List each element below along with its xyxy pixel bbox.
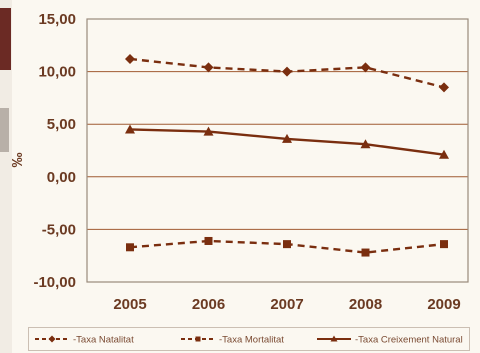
y-tick-label: -5,00	[42, 221, 76, 238]
y-tick-label: -10,00	[33, 274, 76, 291]
marker-diamond	[282, 66, 292, 77]
y-axis-label: ‰	[9, 153, 26, 168]
left-edge-tab	[0, 108, 9, 152]
marker-triangle	[282, 133, 292, 143]
y-tick-label: 10,00	[38, 64, 76, 81]
grid-lines	[87, 71, 468, 230]
series-group	[125, 53, 449, 257]
left-edge-strip	[0, 0, 12, 353]
legend-label: -Taxa Creixement Natural	[355, 335, 463, 346]
marker-triangle	[439, 149, 449, 159]
marker-triangle	[330, 335, 338, 342]
plot-frame	[86, 18, 469, 283]
marker-diamond	[125, 53, 135, 64]
y-tick-label: 5,00	[47, 116, 76, 133]
marker-square	[195, 336, 201, 342]
marker-square	[126, 243, 134, 252]
marker-diamond	[439, 82, 449, 93]
marker-diamond	[203, 62, 214, 73]
marker-diamond	[48, 335, 56, 343]
legend-label: -Taxa Mortalitat	[219, 335, 284, 346]
y-axis-ticks: 15,00 10,00 5,00 0,00 -5,00 -10,00	[33, 11, 76, 291]
series-triangle	[125, 124, 449, 159]
series-square	[126, 236, 448, 257]
y-tick-label: 15,00	[38, 11, 76, 28]
x-tick-label: 2006	[192, 296, 225, 313]
marker-square	[204, 236, 213, 245]
x-tick-label: 2009	[427, 296, 460, 313]
marker-square	[283, 240, 291, 249]
marker-diamond	[360, 62, 371, 73]
marker-triangle	[203, 126, 214, 136]
legend-item: -Taxa Creixement Natural	[317, 335, 463, 346]
legend-item: -Taxa Mortalitat	[181, 335, 284, 346]
legend: -Taxa Natalitat -Taxa Mortalitat -Taxa Cre…	[28, 327, 470, 351]
legend-item: -Taxa Natalitat	[35, 335, 134, 346]
x-tick-label: 2005	[113, 296, 146, 313]
series-diamond	[125, 53, 449, 93]
left-edge-accent	[0, 8, 11, 70]
marker-triangle	[125, 124, 135, 134]
x-tick-label: 2008	[349, 296, 382, 313]
legend-label: -Taxa Natalitat	[73, 335, 134, 346]
x-tick-label: 2007	[270, 296, 303, 313]
marker-square	[440, 240, 448, 249]
legend-items: -Taxa Natalitat -Taxa Mortalitat -Taxa Cre…	[35, 335, 463, 346]
marker-square	[361, 248, 370, 257]
x-axis-ticks: 2005 2006 2007 2008 2009	[113, 296, 460, 313]
marker-triangle	[360, 139, 371, 149]
y-tick-label: 0,00	[47, 169, 76, 186]
